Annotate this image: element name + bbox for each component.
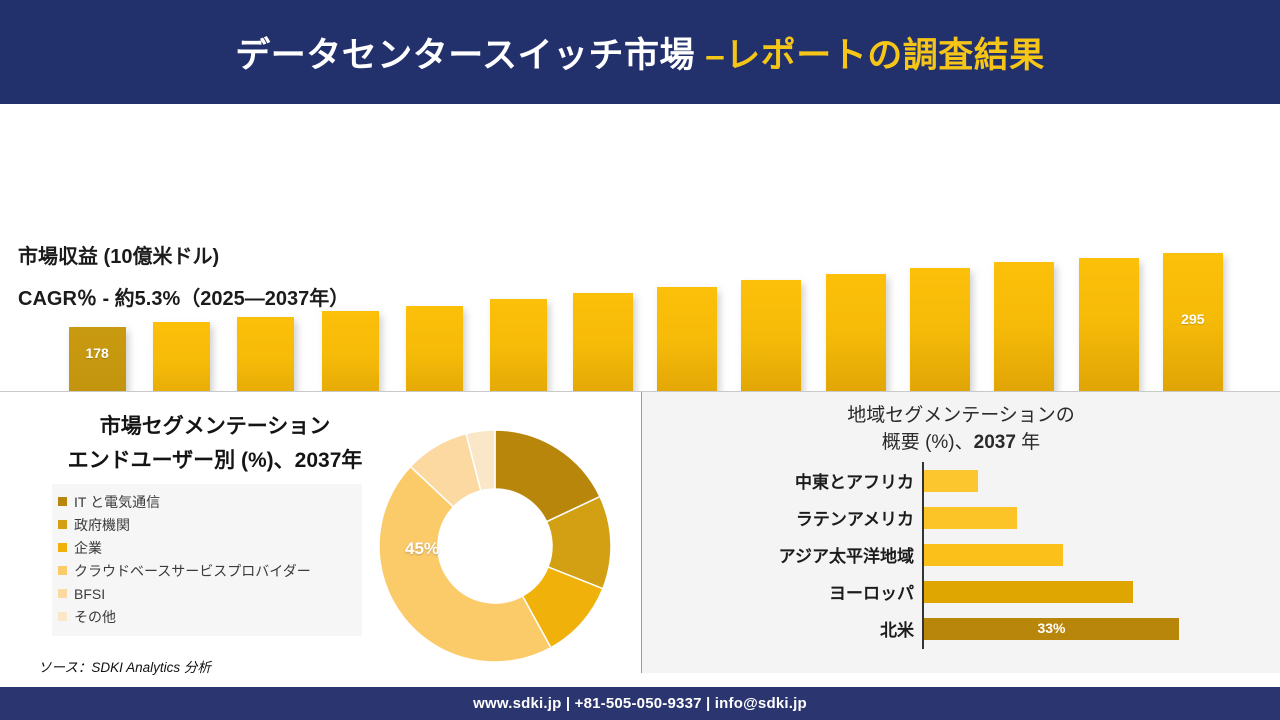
legend-label: 政府機関 <box>74 516 130 533</box>
legend-label: クラウドベースサービスプロバイダー <box>74 562 311 579</box>
region-row-1: ラテンアメリカ <box>642 503 1280 536</box>
source-note: ソース：SDKI Analytics 分析 <box>38 660 211 675</box>
legend-item-1: 政府機関 <box>58 513 356 536</box>
segmentation-panel: 市場セグメンテーション エンドユーザー別 (%)、2037年 IT と電気通信政… <box>0 392 641 675</box>
page-title-sub: –レポートの調査結果 <box>705 35 1045 75</box>
region-label: 中東とアフリカ <box>795 473 914 492</box>
legend-label: 企業 <box>74 539 102 556</box>
region-label: アジア太平洋地域 <box>778 547 914 566</box>
region-bars-area: 中東とアフリカ ラテンアメリカアジア太平洋地域ヨーロッパ北米 33% <box>642 462 1280 657</box>
legend-item-0: IT と電気通信 <box>58 490 356 513</box>
page-title-main: データセンタースイッチ市場 <box>235 35 706 75</box>
page-title: データセンタースイッチ市場 –レポートの調査結果 <box>235 27 1044 78</box>
bar-value-label: 295 <box>1181 311 1205 327</box>
donut-slice-3 <box>378 465 552 663</box>
legend-swatch-icon <box>58 566 67 575</box>
region-bar-rect <box>924 544 1063 566</box>
panel-divider-horizontal <box>0 391 1280 392</box>
region-axis-line <box>922 462 924 649</box>
region-row-3: ヨーロッパ <box>642 577 1280 610</box>
legend-label: その他 <box>74 608 116 625</box>
revenue-chart-panel: 市場収益 (10億米ドル) CAGR％ - 約5.3%（2025―2037年） … <box>0 104 1280 467</box>
footer-contact-text: www.sdki.jp | +81-505-050-9337 | info@sd… <box>473 695 807 712</box>
region-label: 北米 <box>880 621 914 640</box>
legend-swatch-icon <box>58 520 67 529</box>
page-header: データセンタースイッチ市場 –レポートの調査結果 <box>0 0 1280 104</box>
region-chart-title: 地域セグメンテーションの 概要 (%)、2037 年 <box>642 402 1280 456</box>
region-title-line2a: 概要 (%)、 <box>881 432 974 453</box>
region-bar-rect <box>924 507 1017 529</box>
region-title-line1: 地域セグメンテーションの <box>847 405 1075 426</box>
legend-item-2: 企業 <box>58 536 356 559</box>
legend-swatch-icon <box>58 497 67 506</box>
cagr-subtitle: CAGR％ - 約5.3%（2025―2037年） <box>18 288 350 310</box>
segmentation-legend: IT と電気通信 政府機関企業クラウドベースサービスプロバイダー BFSI その他 <box>52 484 362 636</box>
donut-svg <box>378 429 612 663</box>
region-label: ラテンアメリカ <box>795 510 914 529</box>
region-bar-rect: 33% <box>924 618 1179 640</box>
page-footer: www.sdki.jp | +81-505-050-9337 | info@sd… <box>0 687 1280 720</box>
bar-value-label: 178 <box>85 345 109 361</box>
region-bar-rect <box>924 470 978 492</box>
legend-item-3: クラウドベースサービスプロバイダー <box>58 559 356 582</box>
revenue-chart-title: 市場収益 (10億米ドル) <box>18 246 220 268</box>
segmentation-donut-chart: 45% <box>367 429 623 664</box>
legend-swatch-icon <box>58 589 67 598</box>
region-row-0: 中東とアフリカ <box>642 466 1280 499</box>
segmentation-title-line2: エンドユーザー別 (%)、2037年 <box>67 449 363 472</box>
region-title-year: 2037 <box>973 432 1016 453</box>
legend-label: BFSI <box>74 585 106 602</box>
legend-label: IT と電気通信 <box>74 493 161 510</box>
legend-item-4: BFSI <box>58 582 356 605</box>
region-bar-rect <box>924 581 1133 603</box>
legend-item-5: その他 <box>58 605 356 628</box>
region-row-2: アジア太平洋地域 <box>642 540 1280 573</box>
region-label: ヨーロッパ <box>829 584 914 603</box>
donut-slice-5 <box>465 429 496 492</box>
region-panel: 地域セグメンテーションの 概要 (%)、2037 年 中東とアフリカ ラテンアメリ… <box>642 392 1280 673</box>
segmentation-title-line1: 市場セグメンテーション <box>99 415 331 438</box>
region-bar-value-label: 33% <box>1037 620 1066 636</box>
region-row-4: 北米 33% <box>642 614 1280 647</box>
legend-swatch-icon <box>58 543 67 552</box>
region-title-line2c: 年 <box>1015 432 1041 453</box>
legend-swatch-icon <box>58 612 67 621</box>
donut-center-value: 45% <box>404 539 440 558</box>
panel-divider-vertical <box>641 392 642 673</box>
